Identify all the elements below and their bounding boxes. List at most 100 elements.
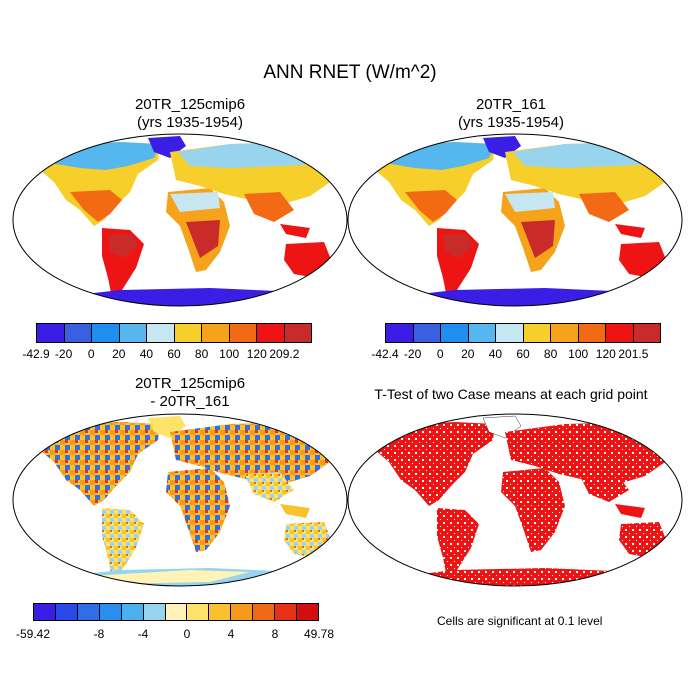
colorbar-segment xyxy=(413,324,441,342)
siberia xyxy=(178,142,340,168)
map-panel-1 xyxy=(12,133,348,307)
map-panel-2 xyxy=(347,133,683,307)
colorbar-segment xyxy=(121,604,144,620)
colorbar-tick-label: 80 xyxy=(543,347,558,361)
antarctica xyxy=(20,288,340,306)
colorbar-tick-label: -20 xyxy=(54,347,73,361)
panel-1-title: 20TR_125cmip6 (yrs 1935-1954) xyxy=(20,96,360,132)
colorbar-segment xyxy=(92,324,120,342)
maritime-continent xyxy=(280,224,310,238)
panel-2-name: 20TR_161 xyxy=(475,96,547,113)
colorbar-tick-label: 0 xyxy=(183,627,191,641)
colorbar-segment xyxy=(174,324,202,342)
north-america xyxy=(375,422,495,506)
central-africa xyxy=(186,220,220,258)
amazon xyxy=(108,234,138,258)
colorbar-segment xyxy=(253,604,276,620)
colorbar-tick-label: 20 xyxy=(112,347,126,361)
colorbar-tick-label: 120 xyxy=(246,347,267,361)
colorbar-segment xyxy=(297,604,318,620)
colorbar-segment xyxy=(64,324,92,342)
antarctica xyxy=(355,288,675,306)
colorbar-tick-label: -59.42 xyxy=(15,627,51,641)
colorbar-tick-label: -4 xyxy=(137,627,149,641)
antarctica xyxy=(355,568,675,586)
colorbar-tick-label: 0 xyxy=(436,347,444,361)
map-4-outline xyxy=(347,413,683,587)
colorbar-tick-label: 0 xyxy=(87,347,95,361)
panel-3-title: 20TR_125cmip6 - 20TR_161 xyxy=(20,375,360,411)
colorbar-tick-label: -42.9 xyxy=(22,347,50,361)
map-panel-3 xyxy=(12,413,348,587)
colorbar-segment xyxy=(284,324,311,342)
north-america xyxy=(40,422,160,506)
colorbar-segment xyxy=(386,324,414,342)
amazon xyxy=(443,234,473,258)
colorbar-tick-label: -42.4 xyxy=(371,347,399,361)
colorbar-segment xyxy=(578,324,606,342)
panel-4-name: T-Test of two Case means at each grid po… xyxy=(374,386,648,402)
colorbar-tick-label: -8 xyxy=(93,627,105,641)
south-america xyxy=(437,508,479,578)
colorbar-tick-label: 100 xyxy=(568,347,589,361)
colorbar-tick-label: 60 xyxy=(516,347,530,361)
sahara xyxy=(505,192,555,212)
australia xyxy=(284,522,332,558)
africa xyxy=(501,468,565,552)
figure-title: ANN RNET (W/m^2) xyxy=(263,62,437,83)
map-panel-4 xyxy=(347,413,683,587)
colorbar-segment xyxy=(551,324,579,342)
north-america-south xyxy=(70,190,122,222)
australia xyxy=(619,242,667,278)
maritime-continent xyxy=(280,504,310,518)
north-america-south xyxy=(405,190,457,222)
colorbar-segment xyxy=(257,324,285,342)
colorbar-segment xyxy=(275,604,298,620)
south-america xyxy=(102,508,144,578)
map-1-outline xyxy=(12,133,348,307)
central-africa xyxy=(521,220,555,258)
colorbar-segment xyxy=(119,324,147,342)
panel-4-title: T-Test of two Case means at each grid po… xyxy=(341,385,681,403)
colorbar-tick-label: 60 xyxy=(167,347,181,361)
colorbar-tick-label: 4 xyxy=(227,627,235,641)
colorbar-segment xyxy=(37,324,65,342)
colorbar-segment xyxy=(441,324,469,342)
south-asia xyxy=(579,192,629,222)
south-asia xyxy=(244,472,294,502)
south-asia xyxy=(579,472,629,502)
antarctica-east xyxy=(90,570,250,584)
significance-note: Cells are significant at 0.1 level xyxy=(437,614,603,628)
colorbar-tick-label: 40 xyxy=(139,347,154,361)
siberia xyxy=(513,142,675,168)
colorbar-segment xyxy=(209,604,232,620)
colorbar-segment xyxy=(143,604,166,620)
colorbar-tick-label: 8 xyxy=(271,627,279,641)
map-3-outline xyxy=(12,413,348,587)
colorbar-tick-label: 209.2 xyxy=(269,347,300,361)
colorbar-tick-label: 201.5 xyxy=(618,347,649,361)
colorbar-tick-label: 20 xyxy=(461,347,475,361)
colorbar-segment xyxy=(34,604,56,620)
panel-1-name: 20TR_125cmip6 xyxy=(134,96,246,113)
colorbar-tick-label: -20 xyxy=(403,347,422,361)
australia xyxy=(284,242,332,278)
south-asia xyxy=(244,192,294,222)
colorbar-segment xyxy=(55,604,78,620)
panel-3-subtitle: - 20TR_161 xyxy=(150,393,230,410)
australia xyxy=(619,522,667,558)
colorbar-segment xyxy=(496,324,524,342)
colorbar-segment xyxy=(77,604,100,620)
colorbar-panel-3 xyxy=(33,603,319,621)
panel-2-years: (yrs 1935-1954) xyxy=(458,114,564,131)
sahara xyxy=(170,192,220,212)
colorbar-segment xyxy=(231,604,254,620)
map-2-outline xyxy=(347,133,683,307)
maritime-continent xyxy=(615,224,645,238)
colorbar-segment xyxy=(229,324,257,342)
colorbar-tick-label: 120 xyxy=(595,347,616,361)
colorbar-segment xyxy=(165,604,188,620)
africa xyxy=(166,468,230,552)
colorbar-tick-label: 49.78 xyxy=(303,627,335,641)
colorbar-panel-2 xyxy=(385,323,661,343)
